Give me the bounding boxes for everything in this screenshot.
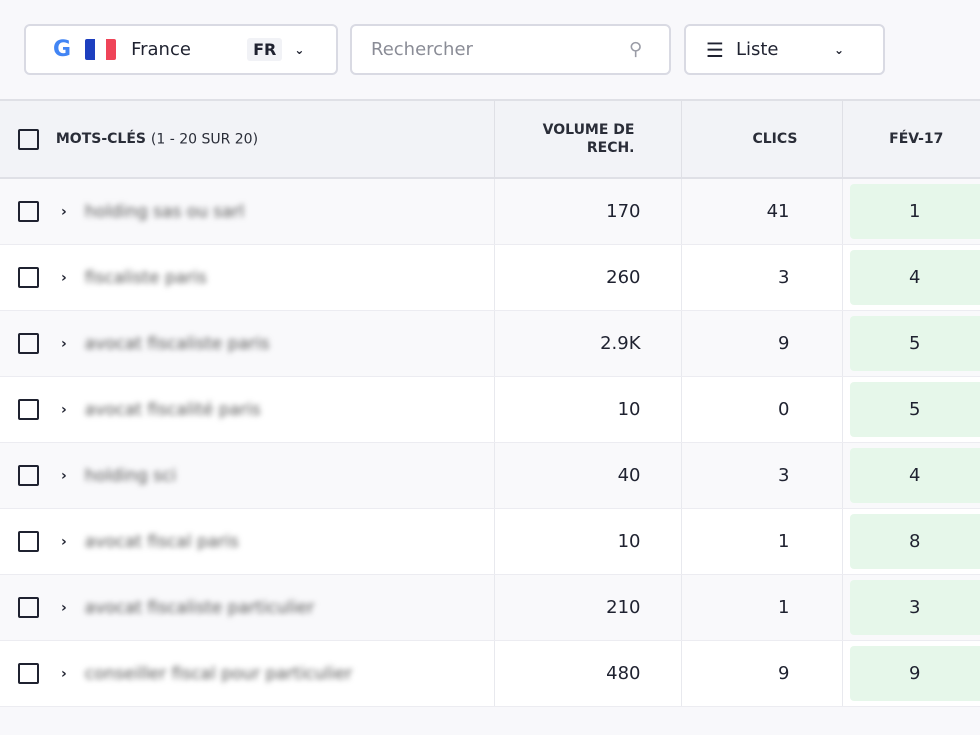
rank-value: 4: [849, 448, 980, 503]
search-icon[interactable]: ⚲: [629, 39, 643, 60]
view-label: Liste: [735, 39, 779, 60]
volume-cell: 2.9K: [494, 310, 682, 377]
rank-value: 5: [849, 316, 980, 371]
rank-value: 8: [849, 514, 980, 569]
table-row: › holding sas ou sarl 170 41 1: [0, 178, 980, 245]
volume-cell: 10: [494, 376, 682, 443]
keyword-text[interactable]: fiscaliste paris: [84, 267, 207, 288]
volume-cell: 170: [494, 178, 682, 245]
chevron-down-icon: ⌄: [294, 42, 305, 57]
expand-chevron-icon[interactable]: ›: [61, 269, 67, 286]
clicks-cell: 1: [681, 508, 843, 575]
rank-cell: 1: [842, 178, 980, 245]
header-date[interactable]: FÉV-17: [842, 99, 980, 179]
keyword-cell: › holding sci: [0, 442, 495, 509]
google-icon: G: [53, 37, 72, 62]
clicks-cell: 9: [681, 310, 843, 377]
expand-chevron-icon[interactable]: ›: [61, 203, 67, 220]
rank-cell: 5: [842, 310, 980, 377]
location-selector[interactable]: G France FR ⌄: [24, 24, 338, 75]
rank-cell: 9: [842, 640, 980, 707]
keyword-text[interactable]: holding sci: [84, 465, 177, 486]
row-checkbox[interactable]: [18, 267, 39, 289]
clicks-cell: 3: [681, 442, 843, 509]
clicks-cell: 1: [681, 574, 843, 641]
keyword-text[interactable]: avocat fiscaliste particulier: [84, 597, 315, 618]
list-icon: ☰: [706, 37, 724, 62]
clicks-cell: 3: [681, 244, 843, 311]
table-row: › holding sci 40 3 4: [0, 442, 980, 509]
keyword-text[interactable]: avocat fiscaliste paris: [84, 333, 270, 354]
volume-cell: 480: [494, 640, 682, 707]
keyword-cell: › avocat fiscaliste paris: [0, 310, 495, 377]
keyword-cell: › avocat fiscaliste particulier: [0, 574, 495, 641]
rank-value: 3: [849, 580, 980, 635]
rank-value: 1: [849, 184, 980, 239]
table-row: › conseiller fiscal pour particulier 480 …: [0, 640, 980, 707]
keyword-text[interactable]: avocat fiscalité paris: [84, 399, 261, 420]
view-selector[interactable]: ☰ Liste ⌄: [684, 24, 885, 75]
table-row: › avocat fiscaliste paris 2.9K 9 5: [0, 310, 980, 377]
row-checkbox[interactable]: [18, 597, 39, 619]
rank-cell: 4: [842, 244, 980, 311]
keyword-cell: › avocat fiscal paris: [0, 508, 495, 575]
clicks-cell: 9: [681, 640, 843, 707]
france-flag-icon: [85, 39, 117, 60]
expand-chevron-icon[interactable]: ›: [61, 599, 67, 616]
rank-cell: 3: [842, 574, 980, 641]
volume-cell: 40: [494, 442, 682, 509]
country-code-badge: FR: [247, 38, 283, 61]
rank-value: 4: [849, 250, 980, 305]
clicks-cell: 0: [681, 376, 843, 443]
chevron-down-icon: ⌄: [833, 42, 844, 57]
rank-cell: 5: [842, 376, 980, 443]
expand-chevron-icon[interactable]: ›: [61, 533, 67, 550]
table-row: › avocat fiscalité paris 10 0 5: [0, 376, 980, 443]
keyword-text[interactable]: avocat fiscal paris: [84, 531, 239, 552]
keyword-text[interactable]: conseiller fiscal pour particulier: [84, 663, 353, 684]
header-clicks[interactable]: CLICS: [681, 99, 843, 179]
table-row: › fiscaliste paris 260 3 4: [0, 244, 980, 311]
keyword-cell: › avocat fiscalité paris: [0, 376, 495, 443]
row-checkbox[interactable]: [18, 465, 39, 487]
row-checkbox[interactable]: [18, 201, 39, 223]
search-input[interactable]: Rechercher ⚲: [350, 24, 671, 75]
header-keywords: MOTS-CLÉS (1 - 20 SUR 20): [0, 99, 495, 179]
keyword-cell: › holding sas ou sarl: [0, 178, 495, 245]
rank-value: 9: [849, 646, 980, 701]
row-checkbox[interactable]: [18, 531, 39, 553]
volume-cell: 260: [494, 244, 682, 311]
rank-cell: 8: [842, 508, 980, 575]
select-all-checkbox[interactable]: [18, 128, 39, 150]
country-label: France: [131, 39, 191, 60]
keyword-cell: › conseiller fiscal pour particulier: [0, 640, 495, 707]
volume-cell: 210: [494, 574, 682, 641]
expand-chevron-icon[interactable]: ›: [61, 665, 67, 682]
header-volume[interactable]: VOLUME DE RECH.: [494, 99, 682, 179]
search-placeholder: Rechercher: [371, 39, 473, 60]
table-row: › avocat fiscal paris 10 1 8: [0, 508, 980, 575]
volume-cell: 10: [494, 508, 682, 575]
keywords-table: MOTS-CLÉS (1 - 20 SUR 20) VOLUME DE RECH…: [0, 99, 980, 707]
rank-value: 5: [849, 382, 980, 437]
clicks-cell: 41: [681, 178, 843, 245]
expand-chevron-icon[interactable]: ›: [61, 467, 67, 484]
row-checkbox[interactable]: [18, 399, 39, 421]
rank-cell: 4: [842, 442, 980, 509]
row-checkbox[interactable]: [18, 663, 39, 685]
row-checkbox[interactable]: [18, 333, 39, 355]
expand-chevron-icon[interactable]: ›: [61, 335, 67, 352]
table-row: › avocat fiscaliste particulier 210 1 3: [0, 574, 980, 641]
keyword-text[interactable]: holding sas ou sarl: [84, 201, 245, 222]
expand-chevron-icon[interactable]: ›: [61, 401, 67, 418]
keyword-cell: › fiscaliste paris: [0, 244, 495, 311]
